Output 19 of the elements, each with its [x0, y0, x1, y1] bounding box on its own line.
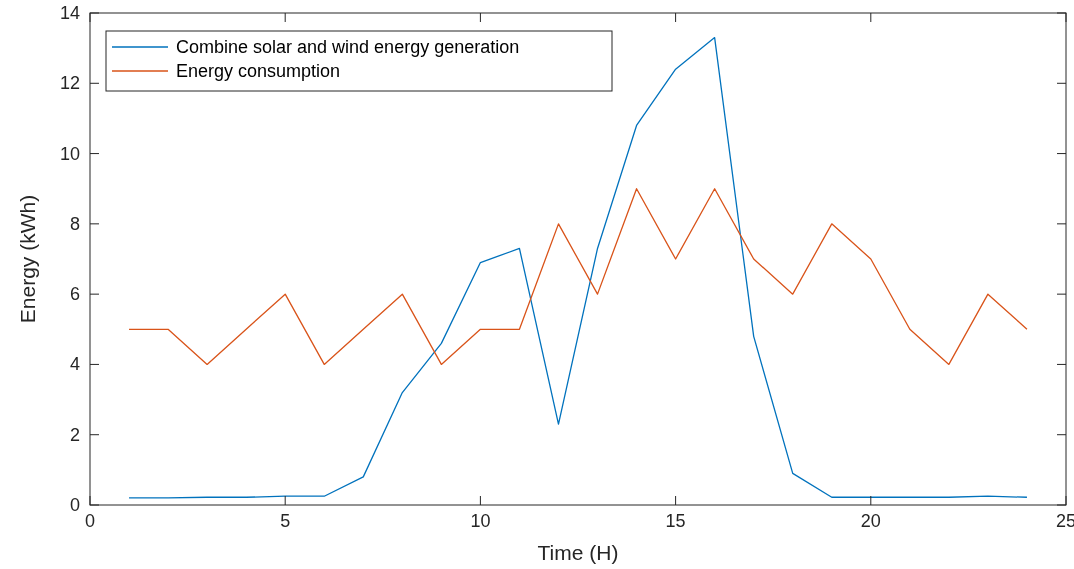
x-tick-label: 0 [84, 511, 96, 531]
y-tick-label: 8 [69, 213, 80, 234]
x-axis-title: Time (H) [537, 541, 619, 564]
line-series [128, 36, 1028, 499]
legend-label: Combine solar and wind energy generation [176, 37, 520, 57]
y-tick-label: 6 [69, 284, 80, 305]
y-tick-label: 0 [69, 495, 80, 515]
x-tick-label: 10 [470, 511, 491, 531]
x-tick-label: 15 [665, 511, 686, 531]
y-axis-title: Energy (kWh) [16, 194, 39, 324]
line-series [128, 188, 1028, 366]
y-tick-label: 10 [59, 143, 80, 164]
y-tick-label: 12 [59, 73, 80, 94]
y-tick-label: 4 [69, 354, 80, 375]
y-tick-label: 2 [69, 424, 80, 445]
y-tick-label: 14 [59, 3, 80, 23]
x-tick-label: 20 [860, 511, 881, 531]
x-tick-label: 5 [280, 511, 291, 531]
legend-label: Energy consumption [176, 61, 341, 81]
